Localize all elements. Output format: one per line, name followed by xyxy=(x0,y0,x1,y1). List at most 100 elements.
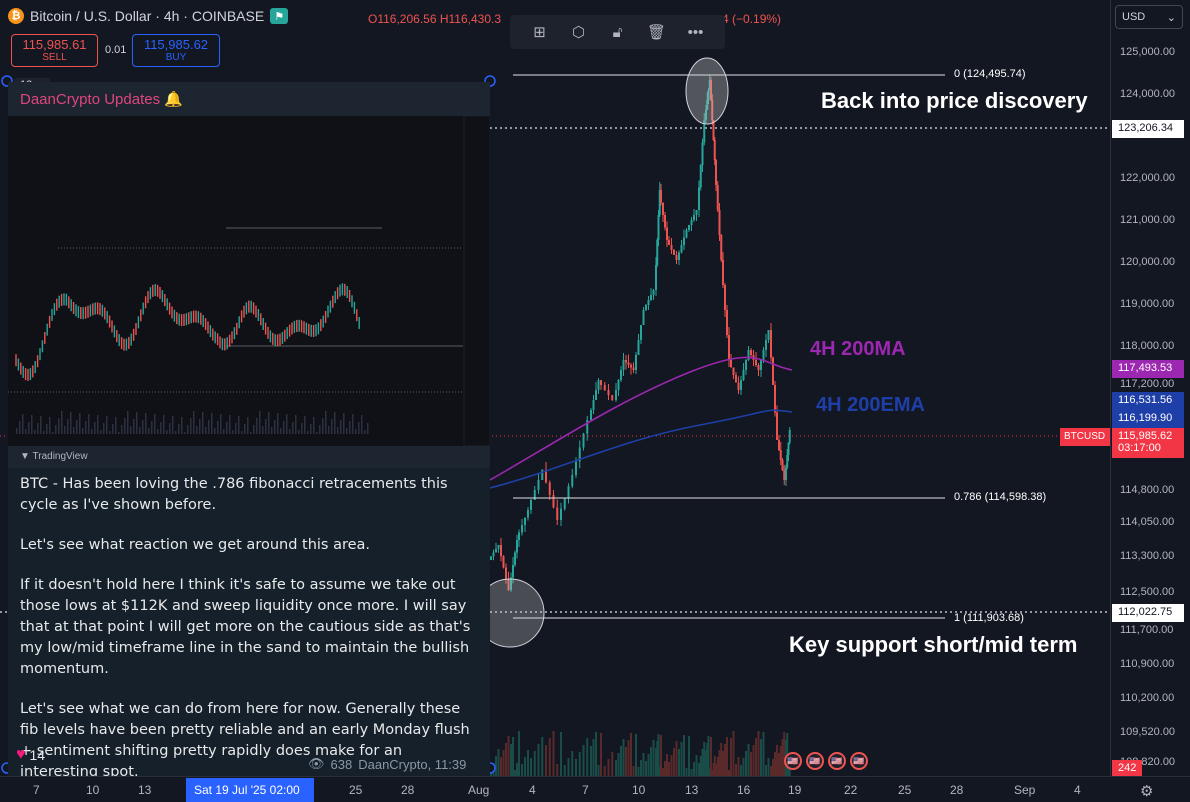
mini-volume-bar xyxy=(148,428,150,434)
chevron-down-icon: ⌄ xyxy=(1166,12,1176,24)
candle xyxy=(507,578,510,590)
candle xyxy=(571,475,574,487)
ema-label[interactable]: 4H 200EMA xyxy=(816,394,925,416)
mini-volume-bar xyxy=(184,432,186,434)
mini-volume-bar xyxy=(286,414,288,434)
sell-button[interactable]: 115,985.61 SELL xyxy=(11,34,98,67)
tradingview-logo-icon: ▼ xyxy=(20,451,30,462)
ohlc-values: O116,206.56 H116,430.3 xyxy=(368,12,501,26)
trash-icon[interactable]: 🗑︎ xyxy=(646,24,667,41)
price-discovery-note[interactable]: Back into price discovery xyxy=(821,88,1088,113)
volume-bar xyxy=(710,737,712,776)
mini-volume-bar xyxy=(172,416,174,434)
candle xyxy=(541,470,544,480)
mini-volume-bar xyxy=(28,422,30,434)
mini-volume-bar xyxy=(232,430,234,434)
volume-bar xyxy=(560,732,562,776)
candle xyxy=(693,215,695,220)
time-tick: 25 xyxy=(898,783,912,797)
fib-level-1: 1 (111,903.68) xyxy=(954,612,1024,624)
candle xyxy=(779,450,782,460)
currency-select[interactable]: USD ⌄ xyxy=(1115,5,1183,29)
mini-volume-bar xyxy=(202,412,204,434)
volume-bar xyxy=(705,750,707,776)
mini-volume-bar xyxy=(190,418,192,434)
time-tick: 25 xyxy=(349,783,363,797)
mini-volume-bar xyxy=(271,427,273,434)
view-count: 638 xyxy=(330,756,353,772)
mini-volume-bar xyxy=(112,424,114,434)
add-object-icon[interactable]: ⊞ xyxy=(533,24,546,41)
candle xyxy=(514,552,516,565)
candle xyxy=(656,240,659,265)
unlock-icon[interactable]: 🔓︎ xyxy=(612,23,623,41)
volume-bar xyxy=(556,764,559,776)
price-tick: 121,000.00 xyxy=(1120,214,1176,226)
candle xyxy=(732,367,735,375)
fib-level-786: 0.786 (114,598.38) xyxy=(954,491,1047,503)
ma-label[interactable]: 4H 200MA xyxy=(810,338,906,360)
candle xyxy=(597,380,600,390)
volume-bar xyxy=(567,758,570,776)
volume-bar xyxy=(495,756,497,776)
highlight-top-circle xyxy=(685,57,729,125)
key-support-note[interactable]: Key support short/mid term xyxy=(789,632,1078,657)
candle xyxy=(712,120,715,140)
candle xyxy=(502,556,505,568)
price-label-last: 115,985.62 03:17:00 xyxy=(1112,428,1184,458)
mini-volume-bar xyxy=(94,422,96,434)
time-scale[interactable] xyxy=(0,776,1190,802)
candle xyxy=(545,470,547,483)
candle xyxy=(630,365,632,368)
like-button[interactable]: ♥ 14 xyxy=(16,746,45,764)
candle xyxy=(495,548,497,553)
symbol-title[interactable]: Bitcoin / U.S. Dollar · 4h · COINBASE xyxy=(30,8,265,24)
mini-volume-bar xyxy=(61,411,63,434)
symbol-bar[interactable]: ₿ Bitcoin / U.S. Dollar · 4h · COINBASE … xyxy=(8,8,289,24)
mini-volume-bar xyxy=(133,419,135,434)
mini-volume-bar xyxy=(37,423,39,434)
candle xyxy=(586,420,589,434)
volume-bar xyxy=(627,740,630,776)
embedded-tweet[interactable]: DaanCrypto Updates 🔔 ▼ TradingView BTC -… xyxy=(8,82,490,776)
candle xyxy=(675,255,678,260)
candle xyxy=(707,90,710,100)
mini-volume-bar xyxy=(259,411,261,434)
candle xyxy=(600,380,602,385)
volume-bar xyxy=(752,745,755,776)
buy-button[interactable]: 115,985.62 BUY xyxy=(132,34,220,67)
mini-volume-bar xyxy=(223,429,225,434)
mini-volume-bar xyxy=(313,417,315,434)
candle xyxy=(666,227,668,240)
candle xyxy=(720,235,723,260)
change-value: 4 (−0.19%) xyxy=(722,12,782,26)
mini-volume-bar xyxy=(307,431,309,434)
volume-bar xyxy=(747,744,750,776)
price-label-ema: 116,531.56 xyxy=(1112,392,1184,410)
settings-hex-icon[interactable]: ⬡ xyxy=(571,24,586,41)
volume-bar xyxy=(680,742,683,776)
more-icon[interactable]: ••• xyxy=(687,23,704,41)
volume-bar xyxy=(545,745,547,776)
event-us-flag-icon[interactable]: 🇺🇸 xyxy=(784,752,802,770)
candle xyxy=(735,375,737,383)
mini-volume-bar xyxy=(130,426,132,434)
event-us-flag-icon[interactable]: 🇺🇸 xyxy=(850,752,868,770)
drawing-toolbar: ⊞ ⬡ 🔓︎ 🗑︎ ••• xyxy=(510,15,725,49)
gear-icon[interactable]: ⚙ xyxy=(1140,783,1154,800)
mini-volume-bar xyxy=(55,425,57,434)
mini-volume-bar xyxy=(151,421,153,434)
volume-bar xyxy=(666,754,668,776)
event-us-flag-icon[interactable]: 🇺🇸 xyxy=(806,752,824,770)
flag-icon[interactable]: ⚑ xyxy=(270,8,289,24)
volume-bar xyxy=(724,744,726,776)
mini-volume-bar xyxy=(169,423,171,434)
candle xyxy=(500,545,502,557)
volume-bar xyxy=(670,755,673,776)
mini-volume-bar xyxy=(289,429,291,434)
candle xyxy=(622,360,625,370)
volume-bar xyxy=(586,738,589,776)
event-us-flag-icon[interactable]: 🇺🇸 xyxy=(828,752,846,770)
volume-bar xyxy=(507,736,510,776)
